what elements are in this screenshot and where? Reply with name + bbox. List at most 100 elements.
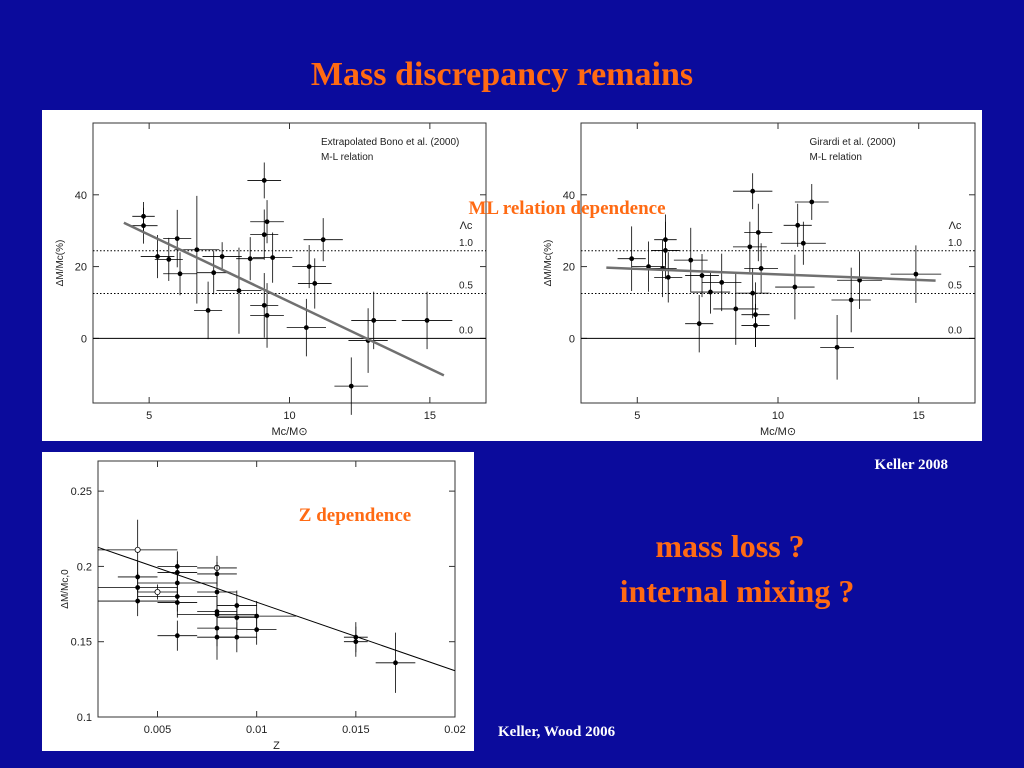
reference-label: 1.0 xyxy=(948,238,962,249)
annotation: Girardi et al. (2000) xyxy=(810,137,896,148)
annotation: M-L relation xyxy=(321,152,373,163)
reference-label: 0.5 xyxy=(459,281,473,292)
data-point xyxy=(261,232,267,238)
data-point xyxy=(696,321,702,327)
x-tick-label: 10 xyxy=(283,410,295,422)
y-axis-label: ΔM/Mc(%) xyxy=(543,240,554,287)
data-point xyxy=(371,318,377,323)
data-point xyxy=(177,271,183,277)
y-axis-label: ΔM/Mc,0 xyxy=(60,569,71,609)
data-point xyxy=(393,660,398,666)
data-point xyxy=(247,256,253,262)
data-point xyxy=(699,273,705,278)
y-tick-label: 0.1 xyxy=(77,712,92,724)
x-tick-label: 0.005 xyxy=(144,724,172,736)
data-point xyxy=(174,600,180,605)
y-tick-label: 0 xyxy=(569,333,575,345)
data-point xyxy=(424,318,430,323)
data-point xyxy=(733,306,739,312)
data-point xyxy=(348,383,354,389)
data-point xyxy=(141,213,146,219)
data-point xyxy=(753,323,758,328)
data-point xyxy=(194,247,200,253)
question: mass loss ? xyxy=(655,528,804,564)
data-point xyxy=(792,284,798,290)
y-tick-label: 0 xyxy=(81,333,87,345)
data-point xyxy=(834,344,840,350)
fit-line xyxy=(123,221,445,377)
x-tick-label: 0.01 xyxy=(246,724,267,736)
data-point xyxy=(174,633,180,639)
data-point xyxy=(154,589,161,596)
x-tick-label: 15 xyxy=(913,410,925,422)
question: internal mixing ? xyxy=(620,573,855,609)
y-tick-label: 20 xyxy=(563,262,575,274)
data-point xyxy=(758,265,764,271)
data-point xyxy=(214,589,220,595)
data-point xyxy=(719,279,725,285)
x-tick-label: 0.02 xyxy=(444,724,465,736)
data-point xyxy=(236,288,242,294)
data-point xyxy=(261,302,267,308)
data-point xyxy=(848,297,854,303)
reference-label: 1.0 xyxy=(459,238,473,249)
x-axis-label: Mc/M⊙ xyxy=(760,426,796,438)
data-point xyxy=(755,230,761,235)
data-point xyxy=(254,627,260,633)
data-point xyxy=(205,307,211,313)
ref-title: Λc xyxy=(949,220,962,232)
data-point xyxy=(663,248,668,253)
data-point xyxy=(234,615,240,621)
data-point xyxy=(708,289,713,295)
reference-label: 0.0 xyxy=(459,325,473,336)
data-point xyxy=(306,264,312,269)
y-tick-label: 40 xyxy=(563,190,575,202)
data-point xyxy=(750,188,756,194)
x-axis-label: Mc/M⊙ xyxy=(271,426,307,438)
data-point xyxy=(234,634,240,640)
fit-line xyxy=(97,546,456,672)
data-point xyxy=(166,257,172,262)
data-point xyxy=(312,281,318,286)
x-tick-label: 10 xyxy=(772,410,784,422)
reference-label: 0.5 xyxy=(948,281,962,292)
y-tick-label: 0.15 xyxy=(71,637,92,649)
data-point xyxy=(135,598,141,604)
ref-title: Λc xyxy=(460,220,473,232)
data-point xyxy=(795,222,801,228)
data-point xyxy=(134,546,141,553)
overlay-label: Z dependence xyxy=(299,505,411,526)
data-point xyxy=(320,237,326,243)
x-tick-label: 0.015 xyxy=(342,724,370,736)
y-tick-label: 0.25 xyxy=(71,486,92,498)
data-point xyxy=(219,254,225,259)
data-point xyxy=(264,219,270,225)
x-axis-label: Z xyxy=(273,740,280,752)
credit: Keller, Wood 2006 xyxy=(498,724,616,740)
overlay-label: ML relation dependence xyxy=(468,198,665,219)
data-point xyxy=(211,270,217,276)
y-axis-label: ΔM/Mc(%) xyxy=(55,240,66,287)
y-tick-label: 0.2 xyxy=(77,561,92,573)
data-point xyxy=(913,271,919,277)
data-point xyxy=(800,240,806,246)
data-point xyxy=(688,257,694,263)
credit: Keller 2008 xyxy=(875,457,948,473)
data-point xyxy=(174,236,180,241)
fit-line xyxy=(606,266,936,282)
data-point xyxy=(353,639,359,645)
data-point xyxy=(665,274,671,280)
data-point xyxy=(747,244,753,250)
data-point xyxy=(264,313,270,318)
reference-label: 0.0 xyxy=(948,325,962,336)
slide-title: Mass discrepancy remains xyxy=(311,56,693,93)
data-point xyxy=(214,571,220,577)
data-point xyxy=(629,256,635,262)
data-point xyxy=(809,199,815,205)
x-tick-label: 5 xyxy=(146,410,152,422)
x-tick-label: 5 xyxy=(634,410,640,422)
data-point xyxy=(750,290,756,296)
data-point xyxy=(261,178,267,183)
annotation: Extrapolated Bono et al. (2000) xyxy=(321,137,459,148)
data-point xyxy=(270,255,276,261)
